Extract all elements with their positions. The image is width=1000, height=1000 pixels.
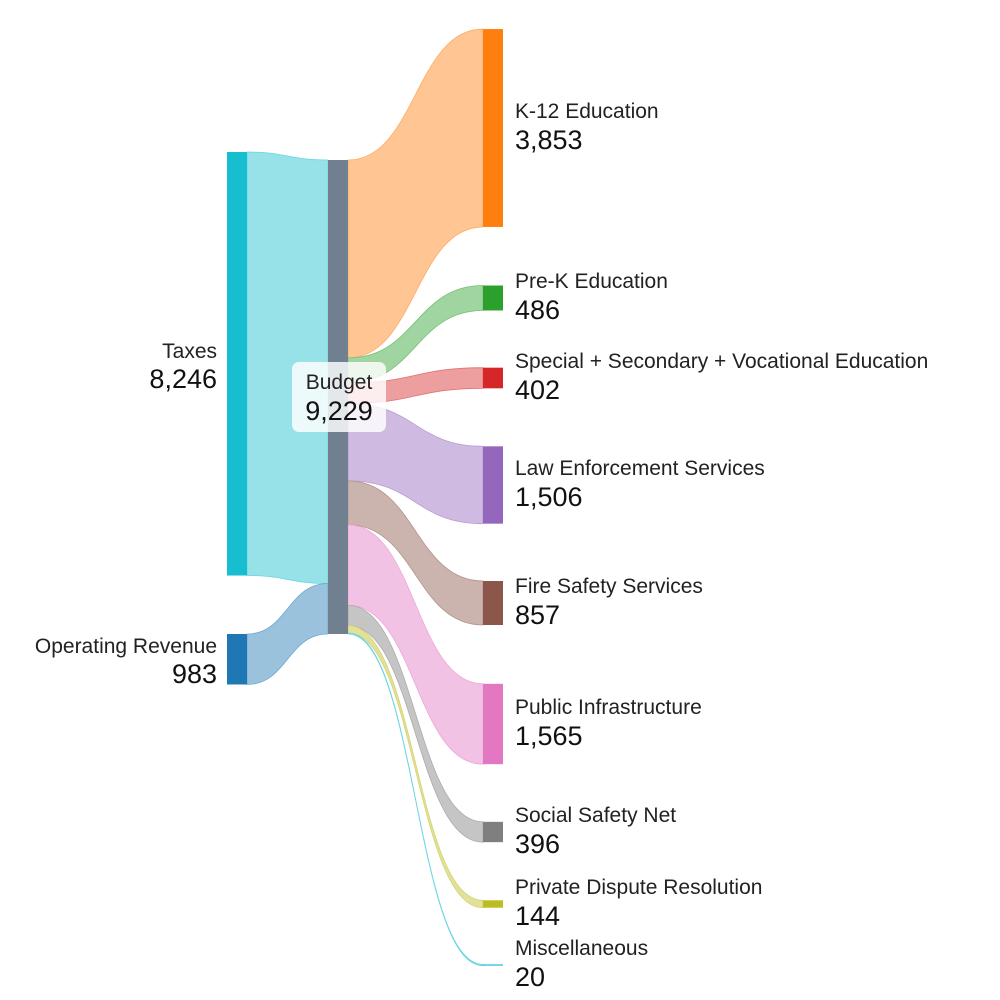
link-budget-to-k12-education xyxy=(347,28,484,359)
label-name-private-dispute-resolution: Private Dispute Resolution xyxy=(515,876,762,899)
label-name-fire-safety-services: Fire Safety Services xyxy=(515,575,703,598)
label-value-operating-revenue: 983 xyxy=(172,659,217,689)
label-name-public-infrastructure: Public Infrastructure xyxy=(515,696,702,719)
node-operating-revenue xyxy=(227,634,247,685)
node-private-dispute-resolution xyxy=(483,900,503,908)
node-fire-safety-services xyxy=(483,580,503,626)
node-public-infrastructure xyxy=(483,683,503,765)
label-name-k12-education: K-12 Education xyxy=(515,100,659,123)
label-value-fire-safety-services: 857 xyxy=(515,600,560,630)
link-budget-to-private-dispute-resolution xyxy=(347,625,484,909)
label-value-special-secondary-vocational-education: 402 xyxy=(515,375,560,405)
label-name-special-secondary-vocational-education: Special + Secondary + Vocational Educati… xyxy=(515,350,928,373)
label-value-law-enforcement-services: 1,506 xyxy=(515,482,583,512)
label-name-pre-k-education: Pre-K Education xyxy=(515,270,668,293)
label-value-social-safety-net: 396 xyxy=(515,829,560,859)
link-budget-to-fire-safety-services xyxy=(347,480,484,626)
link-budget-to-law-enforcement-services xyxy=(347,403,484,525)
label-name-taxes: Taxes xyxy=(162,340,217,363)
node-k12-education xyxy=(483,29,503,227)
label-name-budget: Budget xyxy=(306,371,373,394)
node-law-enforcement-services xyxy=(483,446,503,524)
links-layer xyxy=(246,28,484,967)
label-value-public-infrastructure: 1,565 xyxy=(515,721,583,751)
node-taxes xyxy=(227,152,247,576)
node-pre-k-education xyxy=(483,285,503,311)
nodes-layer xyxy=(227,29,503,966)
label-name-miscellaneous: Miscellaneous xyxy=(515,937,648,960)
label-name-social-safety-net: Social Safety Net xyxy=(515,804,676,827)
budget-label-box xyxy=(292,362,386,432)
link-operating-revenue-to-budget xyxy=(246,583,329,685)
label-name-law-enforcement-services: Law Enforcement Services xyxy=(515,457,765,480)
node-social-safety-net xyxy=(483,821,503,843)
label-value-pre-k-education: 486 xyxy=(515,295,560,325)
label-value-taxes: 8,246 xyxy=(149,364,217,394)
label-value-miscellaneous: 20 xyxy=(515,962,545,992)
node-miscellaneous xyxy=(483,964,503,966)
label-value-private-dispute-resolution: 144 xyxy=(515,901,560,931)
label-value-budget: 9,229 xyxy=(305,396,373,426)
label-value-k12-education: 3,853 xyxy=(515,125,583,155)
node-special-secondary-vocational-education xyxy=(483,367,503,389)
label-name-operating-revenue: Operating Revenue xyxy=(35,635,217,658)
